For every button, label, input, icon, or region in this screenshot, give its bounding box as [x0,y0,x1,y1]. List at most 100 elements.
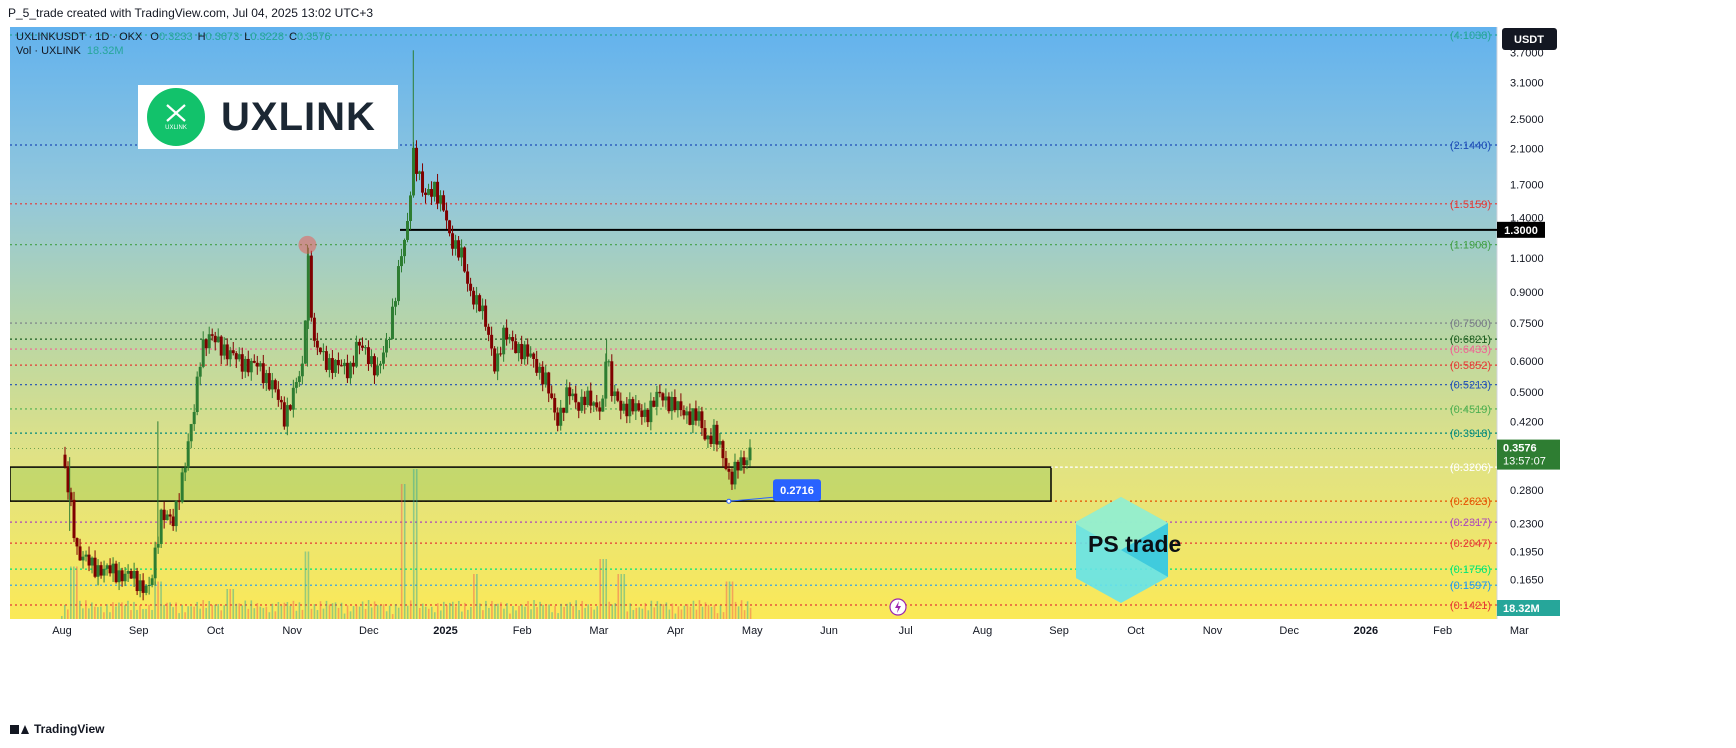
candle-body [685,411,689,416]
volume-bar [310,608,313,619]
candle-body [484,305,488,327]
candle-body [402,239,406,257]
volume-bar [412,469,415,619]
candle-body [198,366,202,377]
volume-bar [175,602,177,619]
volume-bar [704,602,707,619]
volume-bar [391,614,394,619]
uxlink-mark-text: UXLINK [165,125,187,131]
price-axis-tick: 1.1000 [1510,253,1544,265]
candle-body [174,501,178,527]
volume-bar [479,603,481,619]
volume-bar [467,609,469,619]
volume-bar [488,607,490,619]
candle-body [294,382,298,388]
time-axis-tick: Jun [820,625,838,637]
volume-bar [349,611,352,619]
volume-bar [259,606,262,619]
candle-body [162,509,166,521]
volume-bar [340,602,343,619]
volume-bar [740,600,743,619]
volume-bar [286,602,289,619]
candle-body [327,358,331,370]
volume-bar [61,616,63,619]
volume-bar [644,602,647,619]
volume-bar [157,581,159,619]
volume-bar [566,603,568,619]
candle-body [523,344,527,360]
fib-level-label: (0.3918) [1450,428,1491,440]
fib-level-label: (0.7500) [1450,318,1491,330]
volume-bar [436,603,439,619]
volume-bar [548,604,550,619]
candle-body [270,380,274,390]
fib-level-label: (0.1597) [1450,580,1491,592]
price-axis-tick: 0.9000 [1510,287,1544,299]
volume-bar [656,601,659,619]
volume-bar [373,601,376,619]
candle-body [249,360,253,373]
candle-body [448,220,452,234]
volume-bar [154,581,156,619]
candle-body [553,398,557,413]
volume-bar [283,602,286,619]
volume-bar [337,607,340,619]
candle-body [381,352,385,364]
price-chart[interactable]: (4.1038) (2.1440) (1.5159) (1.1908) (0.7500)… [9,27,1660,687]
volume-bar [524,606,526,619]
volume-bar [166,602,168,619]
volume-bar [331,603,334,619]
candle-body [475,295,479,305]
candle-body [72,499,76,539]
candle-body [490,334,494,349]
volume-bar [551,612,553,619]
volume-bar [449,602,451,619]
candle-body [117,570,121,583]
volume-bar [289,605,292,619]
volume-bar [415,469,418,619]
price-axis-background [1497,27,1560,619]
volume-bar [605,559,608,619]
candle-body [369,356,373,365]
price-axis-tick: 1.7000 [1510,179,1544,191]
candle-body [105,565,109,569]
lightning-event-icon [889,598,907,616]
price-axis-tick: 1.4000 [1510,212,1544,224]
volume-bar [91,602,93,619]
volume-bar [626,611,629,619]
volume-bar [358,606,361,619]
candle-body [580,396,584,411]
legend-symbol: UXLINKUSDT · 1D · OKX [16,31,143,43]
candle-body [279,399,283,403]
candle-body [345,362,349,379]
volume-bar [668,609,671,619]
legend-symbol-row: UXLINKUSDT · 1D · OKX O0.3233 H0.3673 L0.3… [16,30,331,44]
candle-body [559,407,563,426]
candle-body [147,585,151,587]
volume-bar [214,604,216,619]
volume-bar [476,574,478,619]
volume-bar [563,606,565,619]
volume-bar [142,609,144,619]
volume-bar [163,604,165,619]
volume-bar [292,600,295,619]
candle-body [306,255,310,321]
volume-bar [587,604,589,619]
candle-body [339,365,343,367]
candle-body [502,327,506,355]
volume-bar [301,609,304,619]
fib-level-label: (0.1756) [1450,564,1491,576]
support-zone-box [9,466,1052,502]
ps-trade-text: PS trade [1088,531,1182,557]
volume-bar [118,602,120,619]
chart-panel[interactable]: (4.1038) (2.1440) (1.5159) (1.1908) (0.7500)… [9,27,1660,687]
volume-bar [364,608,367,619]
candle-body [451,233,455,249]
volume-bar [452,601,454,619]
legend-ohlc: O0.3233 H0.3673 L0.3228 C0.3576 [145,31,330,43]
low-callout-badge [773,479,821,502]
volume-bar [418,608,421,619]
candle-body [150,578,154,586]
candle-body [742,457,746,466]
candle-body [430,189,434,197]
